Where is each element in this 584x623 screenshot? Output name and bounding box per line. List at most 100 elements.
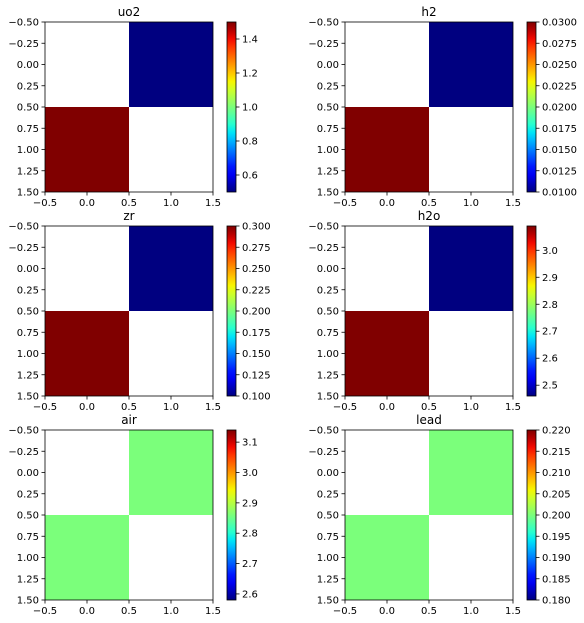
y-tick-label: 1.25 xyxy=(317,574,339,585)
x-tick-label: −0.5 xyxy=(333,198,357,209)
colorbar xyxy=(226,225,237,397)
colorbar-tick-label: 0.190 xyxy=(542,553,571,564)
heatmap-cell xyxy=(429,226,513,311)
colorbar-tick-label: 2.8 xyxy=(242,529,258,540)
y-tick-label: −0.50 xyxy=(8,426,39,437)
x-tick-label: 0.0 xyxy=(379,198,395,209)
colorbar-tick-label: 1.2 xyxy=(242,69,258,80)
y-tick-label: 0.25 xyxy=(317,81,339,92)
y-tick-label: 0.25 xyxy=(317,489,339,500)
subplot-grid: uo2 −0.5 0.0 0.5 1.0 1.5 −0.50 −0.25 0.00 0.25 0.5… xyxy=(8,5,577,617)
colorbar-tick-label: 2.9 xyxy=(242,498,258,509)
y-tick-label: −0.25 xyxy=(8,447,39,458)
y-tick-label: 1.00 xyxy=(317,349,339,360)
colorbar-tick-label: 0.8 xyxy=(242,137,258,148)
colorbar-tick-label: 0.100 xyxy=(242,392,271,403)
subplot-title: uo2 xyxy=(118,5,141,19)
y-tick-label: 0.00 xyxy=(317,264,339,275)
y-tick-label: 1.50 xyxy=(317,596,339,607)
colorbar xyxy=(526,225,537,397)
subplot-air: air −0.5 0.0 0.5 1.0 1.5 −0.50 −0.25 0.00 0.25 0.5… xyxy=(8,413,258,617)
y-tick-label: 0.75 xyxy=(17,328,39,339)
colorbar-tick-label: 0.0275 xyxy=(542,39,577,50)
x-tick-label: 0.0 xyxy=(79,198,95,209)
heatmap-cell xyxy=(129,430,213,515)
y-tick-label: 1.25 xyxy=(317,166,339,177)
y-tick-label: 1.25 xyxy=(317,370,339,381)
x-tick-label: 1.5 xyxy=(505,402,521,413)
colorbar-tick-label: 0.200 xyxy=(242,307,271,318)
colorbar xyxy=(226,429,237,601)
colorbar-tick-label: 0.185 xyxy=(542,574,571,585)
colorbar-tick-label: 0.0150 xyxy=(542,145,577,156)
colorbar-tick-label: 2.5 xyxy=(542,381,558,392)
colorbar-tick-label: 0.220 xyxy=(542,426,571,437)
x-tick-label: 1.5 xyxy=(205,402,221,413)
colorbar-tick-label: 0.125 xyxy=(242,370,271,381)
colorbar-tick-label: 0.0300 xyxy=(542,18,577,29)
colorbar-tick-label: 0.150 xyxy=(242,349,271,360)
x-tick-label: 0.5 xyxy=(421,198,437,209)
x-tick-label: 1.5 xyxy=(505,606,521,617)
colorbar-tick-label: 0.195 xyxy=(542,532,571,543)
x-tick-label: 1.0 xyxy=(163,402,179,413)
y-tick-label: −0.50 xyxy=(308,18,339,29)
y-tick-label: 1.00 xyxy=(17,349,39,360)
colorbar-tick-label: 0.0175 xyxy=(542,124,577,135)
y-tick-label: 0.00 xyxy=(17,60,39,71)
colorbar-tick-label: 3.0 xyxy=(242,468,258,479)
heatmap-cell xyxy=(345,311,429,396)
heatmap-cell xyxy=(345,515,429,600)
x-tick-label: 0.0 xyxy=(79,402,95,413)
y-tick-label: 1.25 xyxy=(17,370,39,381)
x-tick-label: 0.5 xyxy=(121,198,137,209)
subplot-h2: h2 −0.5 0.0 0.5 1.0 1.5 −0.50 −0.25 0.00 0.25 0.50… xyxy=(308,5,577,209)
x-tick-label: 0.5 xyxy=(421,402,437,413)
colorbar xyxy=(226,21,237,193)
colorbar-tick-label: 2.6 xyxy=(542,354,558,365)
colorbar-tick-label: 0.205 xyxy=(542,489,571,500)
colorbar-tick-label: 1.4 xyxy=(242,35,258,46)
x-tick-label: −0.5 xyxy=(33,606,57,617)
y-tick-label: 0.00 xyxy=(17,468,39,479)
colorbar-tick-label: 0.0125 xyxy=(542,166,577,177)
x-tick-label: 0.5 xyxy=(421,606,437,617)
x-tick-label: 1.0 xyxy=(463,606,479,617)
colorbar-tick-label: 0.6 xyxy=(242,171,258,182)
x-tick-label: 0.5 xyxy=(121,606,137,617)
y-tick-label: −0.25 xyxy=(308,39,339,50)
y-tick-label: 1.00 xyxy=(17,145,39,156)
colorbar-tick-label: 2.6 xyxy=(242,589,258,600)
colorbar-tick-label: 3.0 xyxy=(542,246,558,257)
y-tick-label: 1.00 xyxy=(317,145,339,156)
heatmap-cell xyxy=(45,311,129,396)
y-tick-label: 0.50 xyxy=(17,511,39,522)
colorbar-tick-label: 2.8 xyxy=(542,300,558,311)
x-tick-label: 1.0 xyxy=(463,198,479,209)
y-tick-label: 1.50 xyxy=(17,596,39,607)
colorbar-tick-label: 0.0250 xyxy=(542,60,577,71)
y-tick-label: 0.75 xyxy=(17,532,39,543)
y-tick-label: 0.75 xyxy=(317,328,339,339)
y-tick-label: 0.25 xyxy=(17,489,39,500)
subplot-uo2: uo2 −0.5 0.0 0.5 1.0 1.5 −0.50 −0.25 0.00 0.25 0.5… xyxy=(8,5,258,209)
y-tick-label: 0.25 xyxy=(17,285,39,296)
x-tick-label: −0.5 xyxy=(333,402,357,413)
y-tick-label: 1.00 xyxy=(17,553,39,564)
y-tick-label: 0.50 xyxy=(317,307,339,318)
heatmap-cell xyxy=(45,515,129,600)
x-tick-label: 1.0 xyxy=(163,198,179,209)
y-tick-label: 0.50 xyxy=(317,103,339,114)
y-tick-label: −0.25 xyxy=(308,243,339,254)
subplot-lead: lead −0.5 0.0 0.5 1.0 1.5 −0.50 −0.25 0.00 0.25 0.… xyxy=(308,413,570,617)
y-tick-label: 1.25 xyxy=(17,574,39,585)
colorbar-tick-label: 0.250 xyxy=(242,264,271,275)
colorbar-tick-label: 0.275 xyxy=(242,243,271,254)
y-tick-label: 1.50 xyxy=(317,188,339,199)
colorbar-tick-label: 2.7 xyxy=(242,559,258,570)
y-tick-label: 0.50 xyxy=(17,307,39,318)
colorbar-tick-label: 0.0200 xyxy=(542,103,577,114)
subplot-title: h2 xyxy=(421,5,436,19)
y-tick-label: 1.00 xyxy=(317,553,339,564)
